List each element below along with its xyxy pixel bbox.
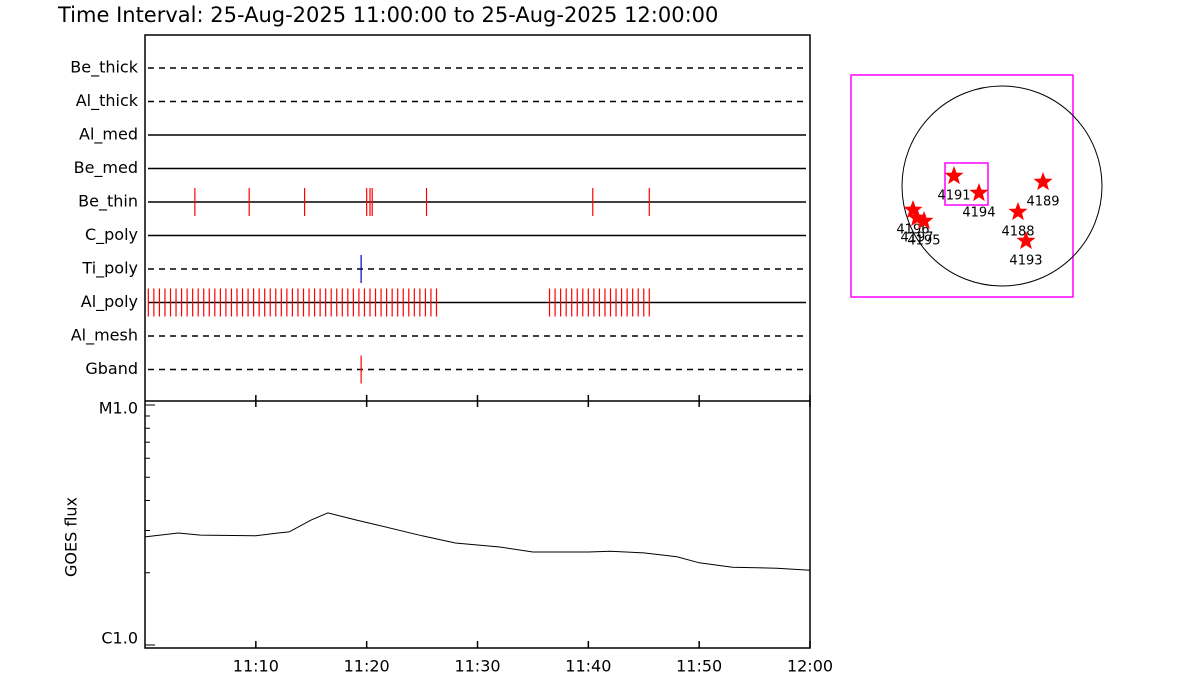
row-label: Be_med <box>74 158 138 178</box>
region-star <box>1033 172 1053 191</box>
row-label: Al_thick <box>76 91 139 111</box>
region-label: 4195 <box>907 234 940 249</box>
y-tick-label: M1.0 <box>99 399 138 418</box>
row-label: Ti_poly <box>81 259 138 279</box>
row-label: Al_mesh <box>71 326 138 346</box>
row-label: Be_thin <box>78 192 138 212</box>
region-label: 4188 <box>1001 225 1034 240</box>
panel-frame <box>144 34 811 649</box>
row-label: Be_thick <box>70 58 138 78</box>
region-label: 4194 <box>962 205 995 220</box>
region-star <box>914 211 934 230</box>
region-star <box>1008 202 1028 221</box>
region-star <box>969 183 989 202</box>
region-star <box>903 200 923 219</box>
y-axis-label: GOES flux <box>62 497 81 577</box>
region-label: 4197 <box>900 230 933 245</box>
region-label: 4191 <box>937 189 970 204</box>
x-tick-label: 11:10 <box>233 657 279 676</box>
x-tick-label: 11:30 <box>454 657 500 676</box>
title: Time Interval: 25-Aug-2025 11:00:00 to 2… <box>57 3 718 27</box>
region-label: 4189 <box>1026 194 1059 209</box>
x-tick-label: 11:40 <box>565 657 611 676</box>
region-label: 4193 <box>1009 253 1042 268</box>
y-tick-label: C1.0 <box>101 629 138 648</box>
region-star <box>907 208 927 227</box>
flux-line <box>144 512 811 571</box>
fov-box <box>944 162 989 206</box>
region-star <box>944 166 964 185</box>
x-tick-label: 11:20 <box>344 657 390 676</box>
row-label: C_poly <box>85 225 138 245</box>
x-tick-label: 12:00 <box>787 657 833 676</box>
row-label: Al_poly <box>81 292 138 312</box>
x-tick-label: 11:50 <box>676 657 722 676</box>
row-label: Gband <box>85 359 138 378</box>
row-label: Al_med <box>79 125 138 145</box>
map-frame <box>850 74 1074 298</box>
solar-disk <box>901 85 1103 287</box>
region-star <box>1016 231 1036 250</box>
